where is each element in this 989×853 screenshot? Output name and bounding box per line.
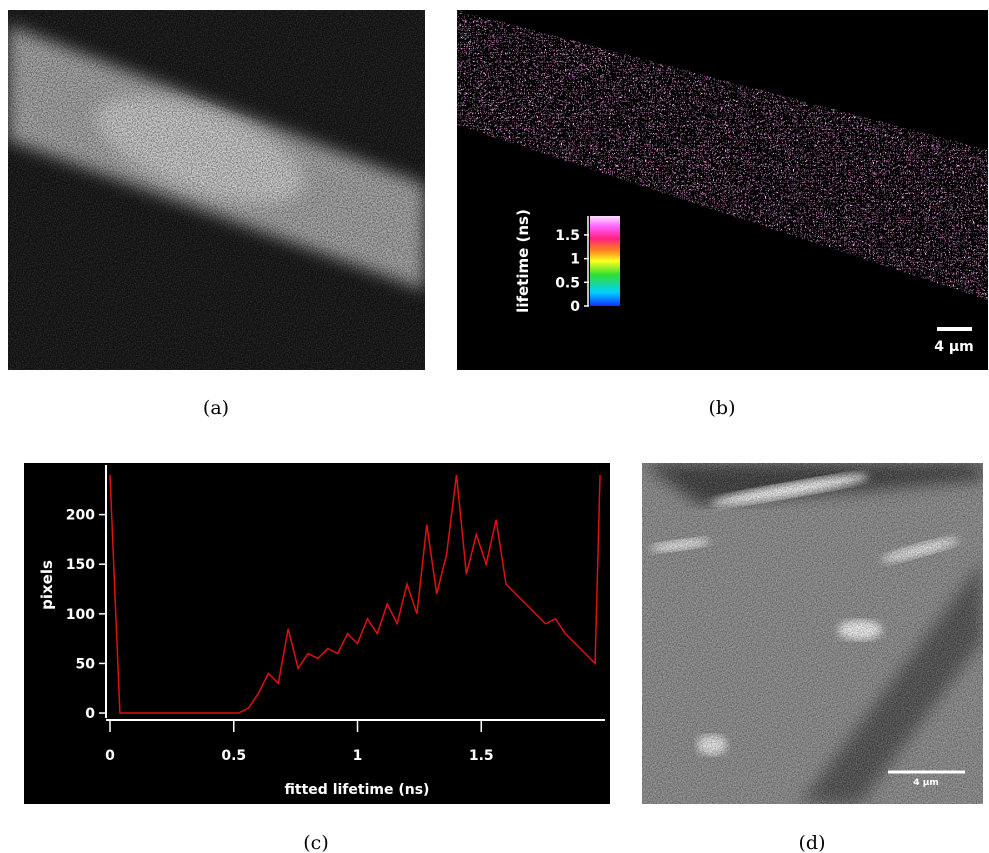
y-tick-label: 100 — [66, 607, 95, 623]
panel-label: (a) — [203, 397, 229, 419]
panel-label: (d) — [799, 832, 826, 853]
colorbar-title: lifetime (ns) — [514, 209, 532, 313]
panel-label: (b) — [709, 397, 736, 419]
y-tick-label: 50 — [76, 656, 96, 672]
y-axis-label: pixels — [38, 560, 56, 610]
x-tick-label: 0 — [105, 748, 115, 764]
x-axis-label: fitted lifetime (ns) — [285, 782, 430, 798]
panel-label: (c) — [303, 832, 328, 853]
colorbar-tick-label: 0.5 — [555, 275, 580, 291]
y-tick-label: 150 — [66, 557, 95, 573]
x-tick-label: 1.5 — [469, 748, 494, 764]
scale-bar-label: 4 μm — [913, 778, 938, 788]
image-a — [8, 10, 425, 370]
x-tick-label: 1 — [353, 748, 363, 764]
colorbar-tick-label: 1 — [570, 252, 580, 268]
colorbar-tick-label: 0 — [570, 299, 580, 315]
figure: (a) 0 0.5 1 1.5 lifetime (ns) 4 μm (b) 0 50 1… — [0, 0, 989, 853]
scale-bar-label: 4 μm — [934, 339, 974, 355]
x-tick-label: 0.5 — [221, 748, 246, 764]
y-tick-label: 0 — [85, 706, 95, 722]
colorbar — [590, 216, 620, 306]
colorbar-tick-label: 1.5 — [555, 228, 580, 244]
y-tick-label: 200 — [66, 508, 95, 524]
image-d — [642, 463, 983, 804]
page: (a) 0 0.5 1 1.5 lifetime (ns) 4 μm (b) 0 50 1… — [0, 0, 989, 853]
